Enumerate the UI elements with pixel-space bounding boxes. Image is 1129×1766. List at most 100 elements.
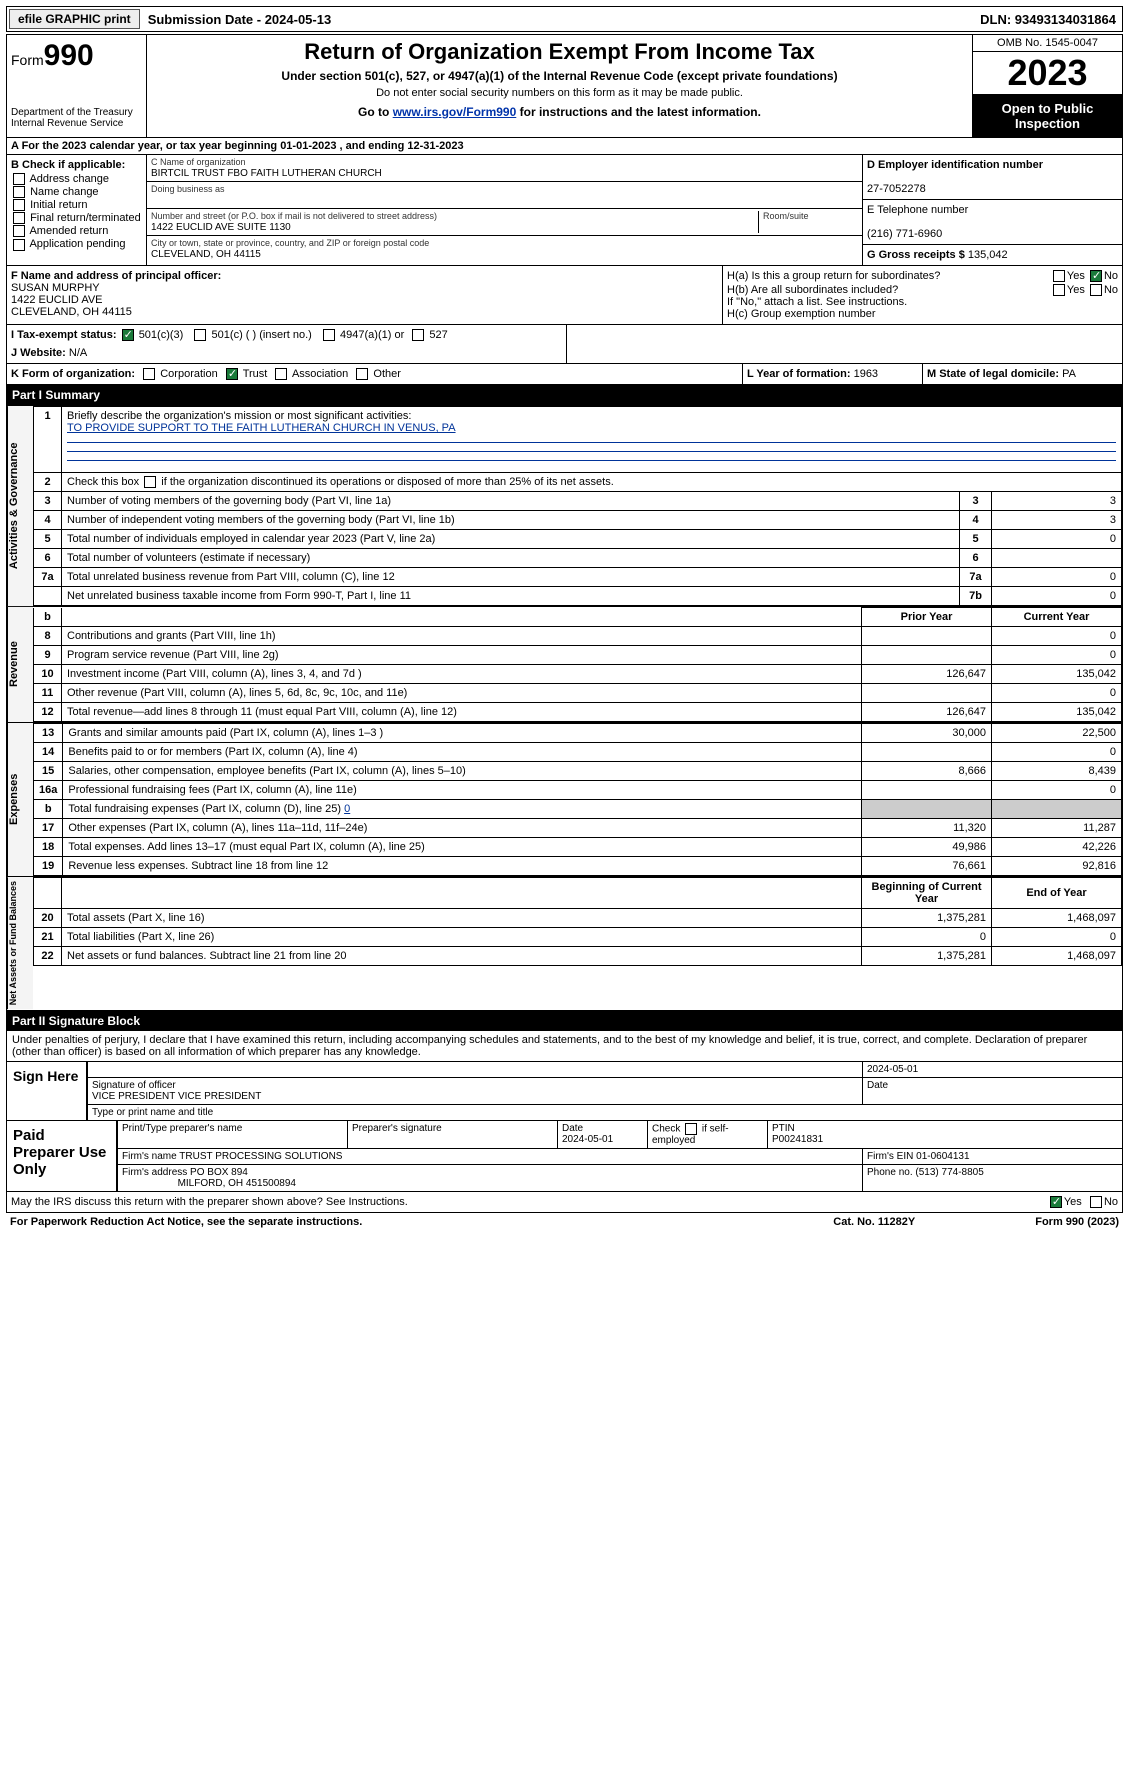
room-lbl: Room/suite [763, 211, 809, 221]
summary-rev: Revenue bPrior YearCurrent Year 8Contrib… [6, 607, 1123, 723]
chk-address-change[interactable]: Address change [11, 173, 142, 185]
vtab-gov: Activities & Governance [7, 406, 33, 606]
chk-501c[interactable] [194, 329, 206, 341]
type-name-lbl: Type or print name and title [87, 1105, 1122, 1120]
form-ref: Form 990 (2023) [1035, 1216, 1119, 1228]
l21: Total liabilities (Part X, line 26) [62, 928, 862, 947]
l6: Total number of volunteers (estimate if … [62, 549, 960, 568]
form-org-lbl: K Form of organization: [11, 368, 135, 380]
v3: 3 [992, 492, 1122, 511]
discuss-no[interactable] [1090, 1196, 1102, 1208]
box-f: F Name and address of principal officer:… [7, 266, 722, 324]
form-subtitle: Under section 501(c), 527, or 4947(a)(1)… [151, 69, 968, 83]
hdr-beg: Beginning of Current Year [862, 878, 992, 909]
hb-no[interactable] [1090, 284, 1102, 296]
hc-lbl: H(c) Group exemption number [727, 308, 1118, 320]
chk-assoc[interactable] [275, 368, 287, 380]
firm-addr-val: PO BOX 894 [190, 1167, 248, 1178]
box-c: C Name of organization BIRTCIL TRUST FBO… [147, 155, 862, 265]
c18: 42,226 [992, 838, 1122, 857]
submission-date: Submission Date - 2024-05-13 [142, 12, 338, 27]
discuss-text: May the IRS discuss this return with the… [11, 1196, 1048, 1208]
v7b: 0 [992, 587, 1122, 606]
cat-no: Cat. No. 11282Y [833, 1216, 915, 1228]
row-a: A For the 2023 calendar year, or tax yea… [6, 138, 1123, 155]
website-lbl: J Website: [11, 347, 69, 359]
irs-link[interactable]: www.irs.gov/Form990 [393, 105, 517, 119]
addr-lbl: Number and street (or P.O. box if mail i… [151, 211, 437, 221]
chk-other[interactable] [356, 368, 368, 380]
c9: 0 [992, 646, 1122, 665]
ha-lbl: H(a) Is this a group return for subordin… [727, 270, 1051, 282]
sigoff-lbl: Signature of officer [92, 1080, 176, 1091]
ha-yes[interactable] [1053, 270, 1065, 282]
firm-addr2: MILFORD, OH 451500894 [178, 1178, 296, 1189]
firm-addr-lbl: Firm's address [122, 1167, 190, 1178]
vtab-net: Net Assets or Fund Balances [7, 877, 33, 1009]
dept-label: Department of the Treasury Internal Reve… [11, 107, 142, 129]
e22: 1,468,097 [992, 947, 1122, 966]
hb-yes[interactable] [1053, 284, 1065, 296]
l10: Investment income (Part VIII, column (A)… [62, 665, 862, 684]
c11: 0 [992, 684, 1122, 703]
chk-discontinued[interactable] [144, 476, 156, 488]
p18: 49,986 [862, 838, 992, 857]
l11: Other revenue (Part VIII, column (A), li… [62, 684, 862, 703]
firm-phone-val: (513) 774-8805 [915, 1167, 983, 1178]
summary-gov: Activities & Governance 1 Briefly descri… [6, 405, 1123, 607]
row-klm: K Form of organization: Corporation Trus… [6, 364, 1123, 385]
chk-initial-return[interactable]: Initial return [11, 199, 142, 211]
p19: 76,661 [862, 857, 992, 876]
l20: Total assets (Part X, line 16) [62, 909, 862, 928]
state-dom-lbl: M State of legal domicile: [927, 368, 1059, 380]
ptin-lbl: PTIN [772, 1123, 795, 1134]
chk-amended[interactable]: Amended return [11, 225, 142, 237]
chk-501c3[interactable] [122, 329, 134, 341]
self-emp-lbl: Check if self-employed [647, 1121, 767, 1149]
c10: 135,042 [992, 665, 1122, 684]
p12: 126,647 [862, 703, 992, 722]
open-inspection: Open to Public Inspection [973, 95, 1122, 137]
addr: 1422 EUCLID AVE SUITE 1130 [151, 222, 291, 233]
l17: Other expenses (Part IX, column (A), lin… [63, 819, 862, 838]
declaration: Under penalties of perjury, I declare th… [6, 1031, 1123, 1062]
year-form-lbl: L Year of formation: [747, 368, 851, 380]
hb-lbl: H(b) Are all subordinates included? [727, 284, 1051, 296]
l16a: Professional fundraising fees (Part IX, … [63, 781, 862, 800]
discuss-row: May the IRS discuss this return with the… [6, 1192, 1123, 1213]
officer-addr1: 1422 EUCLID AVE [11, 294, 103, 306]
l8: Contributions and grants (Part VIII, lin… [62, 627, 862, 646]
box-h: H(a) Is this a group return for subordin… [722, 266, 1122, 324]
ha-no[interactable] [1090, 270, 1102, 282]
form-title: Return of Organization Exempt From Incom… [151, 39, 968, 65]
chk-4947[interactable] [323, 329, 335, 341]
row-ij: I Tax-exempt status: 501(c)(3) 501(c) ( … [6, 325, 1123, 364]
phone-val: (216) 771-6960 [867, 228, 942, 240]
l5: Total number of individuals employed in … [62, 530, 960, 549]
chk-final-return[interactable]: Final return/terminated [11, 212, 142, 224]
form-ssn-note: Do not enter social security numbers on … [151, 87, 968, 99]
c17: 11,287 [992, 819, 1122, 838]
org-name-lbl: C Name of organization [151, 157, 246, 167]
dba-lbl: Doing business as [151, 184, 225, 194]
chk-trust[interactable] [226, 368, 238, 380]
paperwork-note: For Paperwork Reduction Act Notice, see … [10, 1216, 362, 1228]
chk-app-pending[interactable]: Application pending [11, 238, 142, 250]
p13: 30,000 [862, 724, 992, 743]
c19: 92,816 [992, 857, 1122, 876]
row-fh: F Name and address of principal officer:… [6, 266, 1123, 325]
officer-title: VICE PRESIDENT VICE PRESIDENT [92, 1091, 261, 1102]
chk-name-change[interactable]: Name change [11, 186, 142, 198]
tax-year: 2023 [973, 52, 1122, 95]
chk-527[interactable] [412, 329, 424, 341]
efile-btn[interactable]: efile GRAPHIC print [9, 9, 140, 29]
discuss-yes[interactable] [1050, 1196, 1062, 1208]
ein-lbl: D Employer identification number [867, 159, 1043, 171]
c14: 0 [992, 743, 1122, 762]
city: CLEVELAND, OH 44115 [151, 249, 261, 260]
a1: TO PROVIDE SUPPORT TO THE FAITH LUTHERAN… [67, 422, 456, 434]
chk-corp[interactable] [143, 368, 155, 380]
chk-self-emp[interactable] [685, 1123, 697, 1135]
l4: Number of independent voting members of … [62, 511, 960, 530]
year-form-val: 1963 [854, 368, 878, 380]
